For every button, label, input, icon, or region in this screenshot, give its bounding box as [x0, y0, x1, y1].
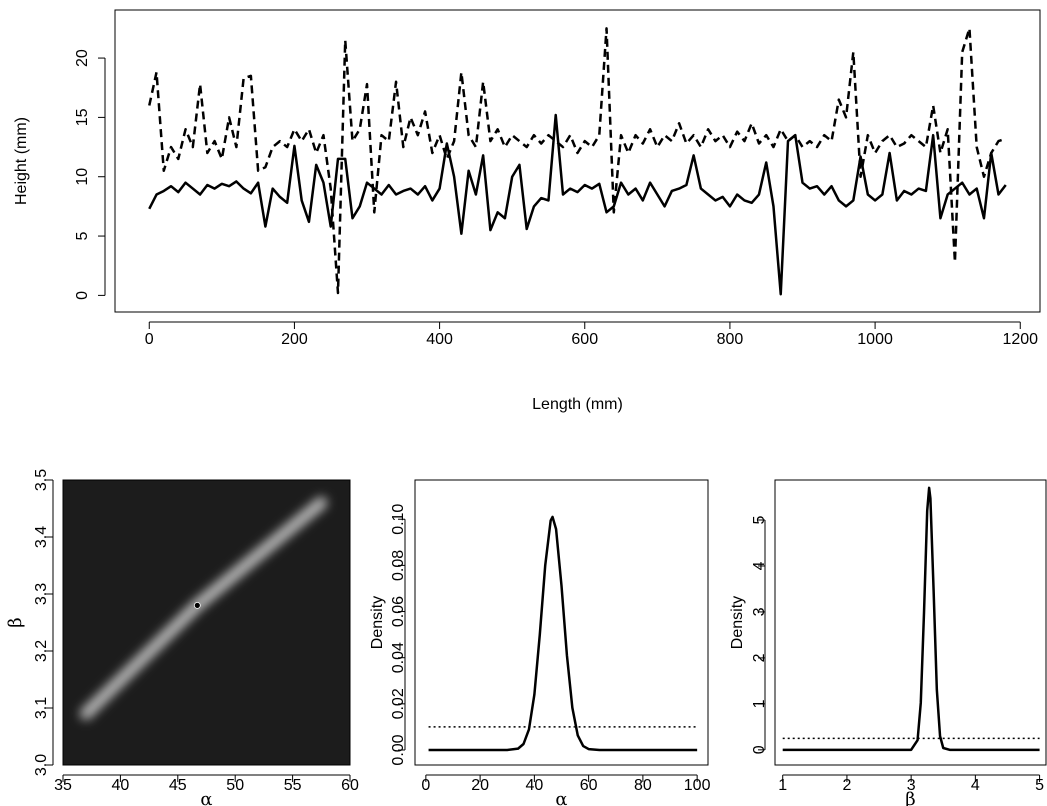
line-series: [782, 486, 1040, 752]
x-axis-title: β: [905, 789, 915, 806]
y-tick-label: 0: [74, 291, 91, 300]
y-tick-label: 0.02: [390, 688, 407, 719]
plot-box: [774, 479, 1047, 766]
plot-area: [428, 515, 698, 752]
y-tick-label: 3.1: [33, 697, 50, 719]
plot-box: [62, 479, 351, 766]
y-tick-label: 4: [751, 561, 768, 570]
panel: 1 2 3 4 5 0 1 2 3 4 5 β Density: [729, 479, 1047, 806]
y-tick-label: 3: [751, 607, 768, 616]
x-tick-label: 45: [169, 777, 187, 794]
plot-area: [148, 27, 1007, 296]
x-tick-label: 1: [778, 777, 787, 794]
x-tick-label: 50: [226, 777, 244, 794]
y-tick-label: 3.0: [33, 754, 50, 776]
y-tick-label: 0.00: [390, 734, 407, 765]
y-tick-label: 20: [74, 49, 91, 67]
y-tick-label: 5: [751, 515, 768, 524]
x-axis-title: Length (mm): [532, 396, 623, 413]
y-tick-label: 3.3: [33, 583, 50, 605]
x-tick-label: 40: [112, 777, 130, 794]
y-axis-title: Height (mm): [13, 117, 30, 205]
line-series: [148, 113, 1007, 296]
y-tick-label: 0.06: [390, 596, 407, 627]
x-tick-label: 3: [907, 777, 916, 794]
x-tick-label: 55: [284, 777, 302, 794]
y-tick-label: 3.4: [33, 526, 50, 548]
x-tick-label: 100: [684, 777, 711, 794]
panel: 35 40 45 50 55 60 3.0 3.1 3.2 3.3 3.4 3.5 α β: [5, 469, 359, 806]
x-tick-label: 1000: [857, 331, 893, 348]
x-tick-label: 35: [54, 777, 72, 794]
y-tick-label: 5: [74, 232, 91, 241]
line-series: [428, 515, 698, 752]
y-axis-title: Density: [369, 596, 386, 649]
panel: 0 200 400 600 800 1000 1200 0 5 10 15 20 Length (mm)…: [13, 9, 1041, 413]
panel: 0 20 40 60 80 100 0.00 0.02 0.04 0.06 0.08 0.10 α Den…: [369, 479, 711, 806]
y-tick-label: 2: [751, 653, 768, 662]
y-tick-label: 15: [74, 108, 91, 126]
y-tick-label: 0: [751, 745, 768, 754]
y-tick-label: 3.5: [33, 469, 50, 491]
x-tick-label: 4: [971, 777, 980, 794]
x-tick-label: 800: [717, 331, 744, 348]
plot-area: [782, 486, 1040, 752]
y-tick-label: 0.08: [390, 550, 407, 581]
plot-area: [63, 480, 350, 765]
x-axis-title: α: [200, 789, 212, 806]
y-axis-title: Density: [729, 596, 746, 649]
x-tick-label: 1200: [1002, 331, 1038, 348]
x-tick-label: 60: [341, 777, 359, 794]
plot-box: [414, 479, 709, 766]
x-tick-label: 40: [525, 777, 543, 794]
line-series: [148, 27, 1007, 295]
x-tick-label: 60: [580, 777, 598, 794]
x-tick-label: 20: [471, 777, 489, 794]
x-tick-label: 400: [426, 331, 453, 348]
y-axis-title: β: [5, 617, 26, 627]
y-tick-label: 0.10: [390, 504, 407, 535]
x-tick-label: 2: [842, 777, 851, 794]
mode-point: [193, 602, 201, 609]
x-axis-title: α: [555, 789, 567, 806]
y-tick-label: 1: [751, 699, 768, 708]
y-tick-label: 3.2: [33, 640, 50, 662]
x-tick-label: 5: [1035, 777, 1044, 794]
x-tick-label: 0: [421, 777, 430, 794]
x-tick-label: 0: [145, 331, 154, 348]
x-tick-label: 80: [634, 777, 652, 794]
y-tick-label: 10: [74, 168, 91, 186]
x-tick-label: 200: [281, 331, 308, 348]
plot-box: [114, 9, 1041, 313]
x-tick-label: 600: [571, 331, 598, 348]
y-tick-label: 0.04: [390, 642, 407, 673]
